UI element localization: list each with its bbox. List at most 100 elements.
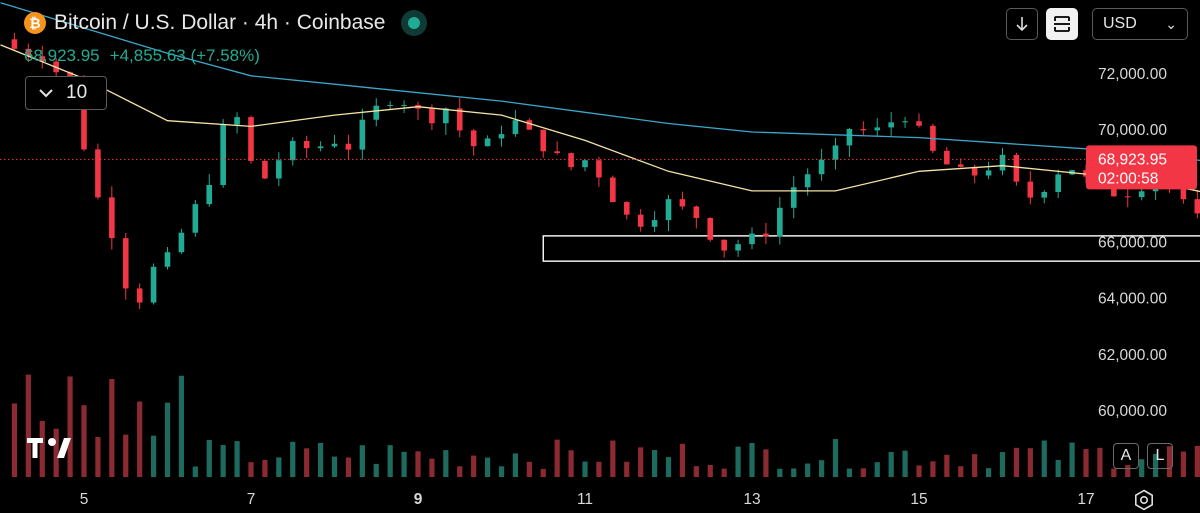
candle-body (624, 202, 630, 215)
volume-bar (666, 457, 671, 477)
volume-bar (26, 375, 31, 477)
ma-fast-line (1, 45, 1200, 250)
volume-bar (332, 457, 337, 477)
candle-body (193, 204, 199, 233)
volume-bar (12, 403, 17, 477)
volume-bar (638, 447, 643, 477)
volume-bar (54, 429, 59, 477)
market-open-icon (401, 10, 427, 36)
volume-bar (722, 469, 727, 477)
candle-body (318, 146, 324, 148)
volume-bar (777, 469, 782, 477)
candle-body (1125, 196, 1131, 197)
download-button[interactable] (1006, 8, 1038, 40)
volume-bar (360, 445, 365, 477)
volume-bar (833, 439, 838, 477)
tradingview-logo (27, 438, 71, 458)
volume-bar (151, 436, 156, 477)
candle-body (220, 125, 226, 185)
symbol-header[interactable]: ₿ Bitcoin / U.S. Dollar · 4h · Coinbase (24, 10, 427, 36)
volume-bar (1028, 448, 1033, 477)
volume-bar (902, 451, 907, 477)
candle-body (471, 130, 477, 146)
volume-bar (582, 462, 587, 477)
bar-countdown: 02:00:58 (1098, 170, 1158, 187)
volume-bar (499, 466, 504, 477)
volume-bar (694, 466, 699, 477)
volume-bar (1083, 449, 1088, 477)
volume-bar (318, 443, 323, 477)
indicators-toggle-button[interactable]: 10 (25, 76, 107, 110)
candle-body (234, 117, 240, 125)
log-scale-button[interactable]: L (1147, 443, 1173, 469)
date-tick-label: 7 (247, 491, 256, 508)
currency-select[interactable]: USD ⌄ (1092, 8, 1188, 40)
axes: 72,000.0070,000.0066,000.0064,000.0062,0… (80, 66, 1200, 508)
symbol-title: Bitcoin / U.S. Dollar · 4h · Coinbase (54, 11, 385, 35)
candle-body (151, 267, 157, 303)
candle-body (1055, 174, 1061, 192)
volume-bar (1139, 459, 1144, 477)
candle-body (610, 178, 616, 203)
indicator-count: 10 (66, 82, 87, 104)
fullscreen-button[interactable] (1046, 8, 1078, 40)
candle-body (165, 252, 171, 267)
volume-bar (443, 450, 448, 477)
candle-body (443, 108, 449, 123)
date-tick-label: 9 (414, 491, 423, 508)
candlesticks (12, 33, 1200, 339)
candle-body (666, 199, 672, 220)
last-price: 68,923.95 (24, 46, 100, 66)
candle-body (707, 218, 713, 240)
candle-body (248, 117, 254, 161)
volume-bar (805, 464, 810, 477)
candle-body (304, 141, 310, 148)
price-tick-label: 72,000.00 (1098, 66, 1167, 83)
volume-bar (930, 461, 935, 477)
expand-icon (1053, 15, 1071, 33)
volume-bar (541, 469, 546, 477)
volume-bar (1000, 452, 1005, 477)
price-tick-label: 62,000.00 (1098, 347, 1167, 364)
volume-bar (875, 462, 880, 477)
volume-bar (916, 465, 921, 477)
auto-scale-button[interactable]: A (1113, 443, 1139, 469)
candle-body (986, 170, 992, 175)
gear-icon (1133, 489, 1155, 511)
candle-body (833, 145, 839, 159)
candle-body (276, 160, 282, 178)
volume-bar (67, 376, 72, 477)
arrow-down-icon (1015, 16, 1029, 32)
candle-body (332, 144, 338, 147)
candle-body (485, 138, 491, 146)
volume-bar (401, 452, 406, 477)
candle-body (123, 238, 129, 288)
volume-bar (513, 453, 518, 477)
volume-bar (1097, 448, 1102, 477)
volume-bar (109, 379, 114, 477)
candle-body (638, 215, 644, 227)
candle-body (373, 106, 379, 120)
volume-bar (889, 452, 894, 477)
volume-bar (972, 454, 977, 477)
volume-bar (568, 450, 573, 477)
candle-body (861, 129, 867, 130)
volume-bar (374, 464, 379, 477)
candle-body (777, 208, 783, 237)
chevron-down-icon: ⌄ (1165, 16, 1177, 33)
volume-bar (944, 455, 949, 477)
candle-body (735, 244, 741, 250)
date-tick-label: 11 (577, 491, 593, 508)
price-tick-label: 64,000.00 (1098, 291, 1167, 308)
current-price-label: 68,923.95 (1098, 151, 1167, 168)
settings-button[interactable] (1131, 487, 1157, 513)
volume-bar (610, 441, 615, 477)
volume-bar (1014, 448, 1019, 477)
volume-bar (680, 444, 685, 477)
volume-bar (485, 458, 490, 477)
volume-bar (234, 441, 239, 477)
chevron-down-icon (38, 88, 54, 98)
candle-body (137, 288, 143, 302)
volume-bars (12, 375, 1200, 477)
